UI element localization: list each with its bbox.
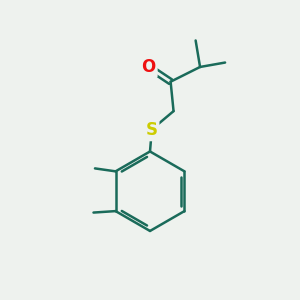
Text: S: S bbox=[146, 121, 158, 139]
Text: O: O bbox=[141, 58, 156, 76]
